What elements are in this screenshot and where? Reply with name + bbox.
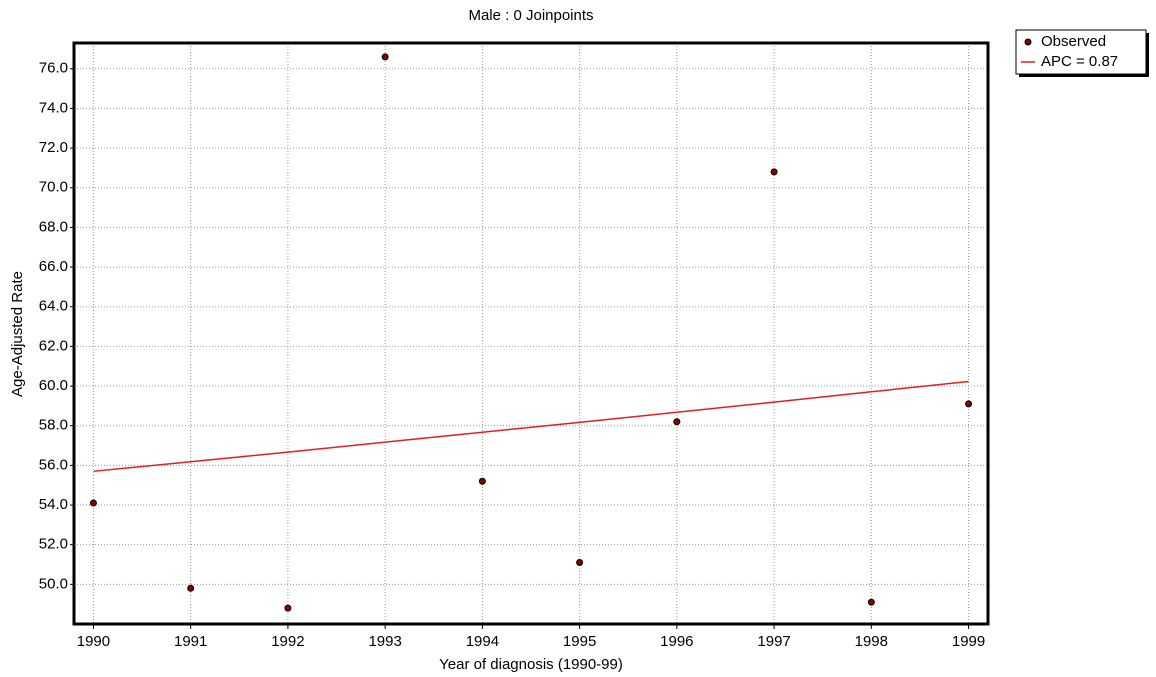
y-tick-label: 74.0 bbox=[39, 99, 68, 116]
legend-label: Observed bbox=[1041, 33, 1106, 50]
y-tick-label: 76.0 bbox=[39, 60, 68, 77]
data-point bbox=[965, 400, 973, 408]
y-tick-label: 64.0 bbox=[39, 298, 68, 315]
y-tick-label: 54.0 bbox=[39, 496, 68, 513]
x-tick-label: 1991 bbox=[174, 633, 207, 650]
x-tick-label: 1996 bbox=[660, 633, 693, 650]
y-tick-label: 68.0 bbox=[39, 218, 68, 235]
data-point bbox=[867, 598, 875, 606]
grid bbox=[74, 43, 988, 624]
x-tick-label: 1993 bbox=[368, 633, 401, 650]
y-tick-label: 60.0 bbox=[39, 377, 68, 394]
data-point bbox=[770, 168, 778, 176]
data-point bbox=[284, 604, 292, 612]
data-point bbox=[187, 584, 195, 592]
y-tick-label: 56.0 bbox=[39, 456, 68, 473]
x-axis-label: Year of diagnosis (1990-99) bbox=[439, 656, 623, 673]
data-point bbox=[478, 477, 486, 485]
legend: Observed APC = 0.87 bbox=[1015, 29, 1149, 77]
x-tick-label: 1990 bbox=[77, 633, 110, 650]
plot-frame bbox=[72, 41, 990, 626]
legend-marker bbox=[1024, 38, 1032, 46]
y-tick-label: 66.0 bbox=[39, 258, 68, 275]
x-tick-label: 1997 bbox=[757, 633, 790, 650]
x-tick-label: 1999 bbox=[952, 633, 985, 650]
x-tick-label: 1992 bbox=[271, 633, 304, 650]
y-axis-label: Age-Adjusted Rate bbox=[9, 271, 26, 397]
y-tick-label: 52.0 bbox=[39, 536, 68, 553]
legend-box bbox=[1015, 29, 1147, 75]
data-point bbox=[673, 418, 681, 426]
data-point bbox=[576, 559, 584, 567]
x-tick-label: 1998 bbox=[855, 633, 888, 650]
plot bbox=[89, 53, 973, 612]
y-tick-label: 70.0 bbox=[39, 179, 68, 196]
data-point bbox=[381, 53, 389, 61]
trend-line bbox=[93, 380, 969, 473]
y-tick-label: 58.0 bbox=[39, 417, 68, 434]
x-tick-label: 1995 bbox=[563, 633, 596, 650]
data-point bbox=[89, 499, 97, 507]
legend-label: APC = 0.87 bbox=[1041, 53, 1118, 70]
x-tick-label: 1994 bbox=[466, 633, 499, 650]
chart-title: Male : 0 Joinpoints bbox=[468, 7, 593, 24]
y-tick-label: 62.0 bbox=[39, 337, 68, 354]
y-tick-label: 50.0 bbox=[39, 575, 68, 592]
y-tick-label: 72.0 bbox=[39, 139, 68, 156]
